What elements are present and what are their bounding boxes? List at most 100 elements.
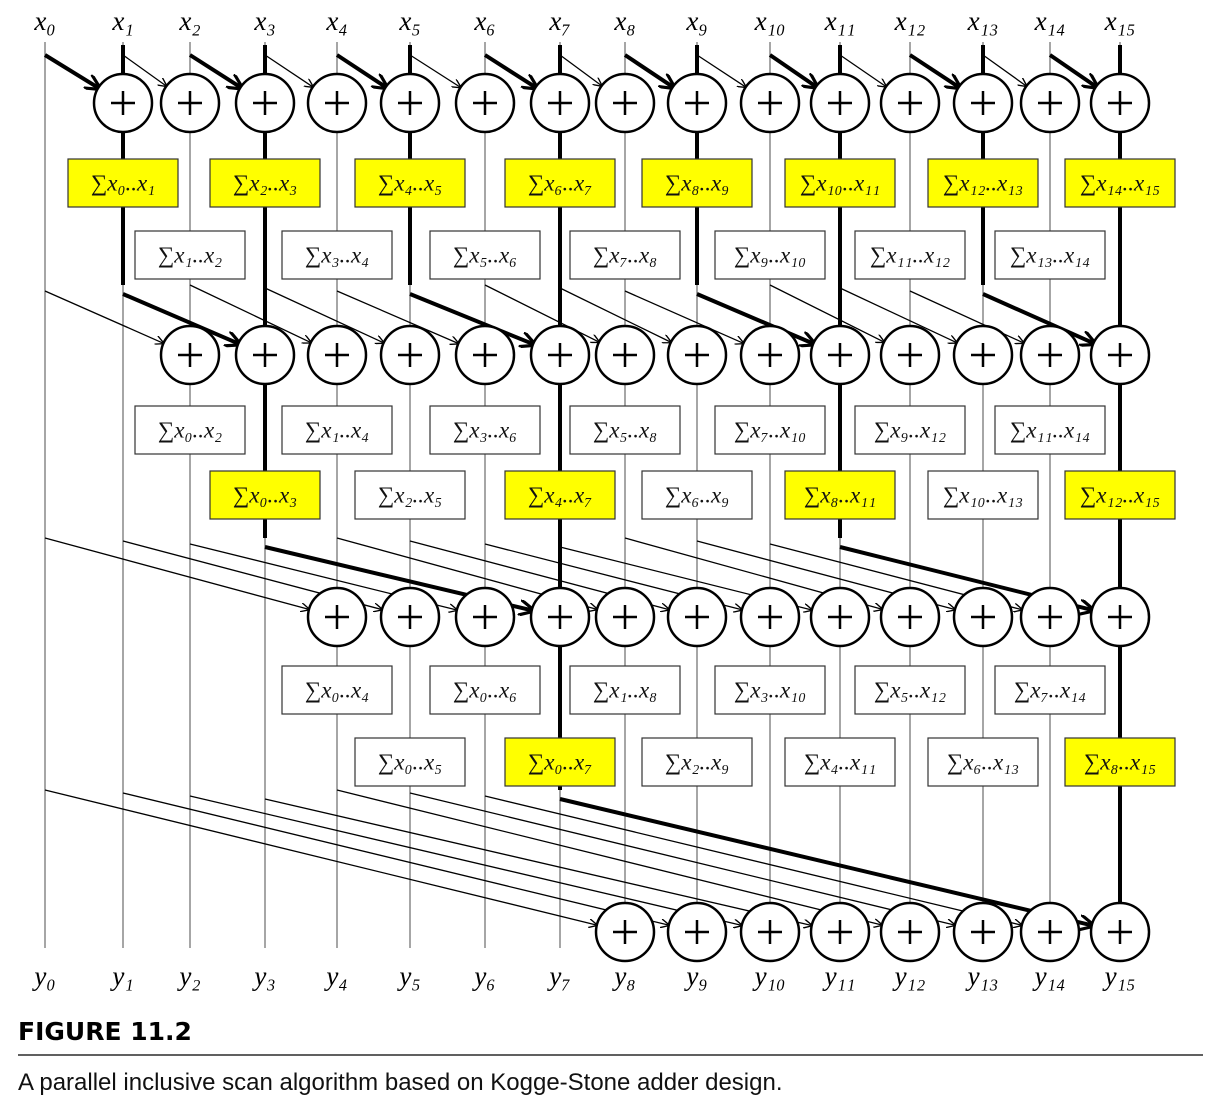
sum-box (429, 665, 541, 715)
sum-box (927, 158, 1039, 208)
sum-box (994, 665, 1106, 715)
carry-arrow (264, 798, 812, 925)
carry-arrow (122, 792, 669, 925)
carry-arrow (44, 290, 163, 343)
sum-box (354, 470, 466, 520)
carry-arrow-bold (409, 292, 533, 344)
plus-sign (325, 91, 349, 115)
sum-box (714, 230, 826, 280)
partial-sums: ∑x₀..x₁ ∑x₁..x₂ ∑x₂..x₃ ∑x₃..x₄ ∑x₄..x₅ ∑x₅..… (67, 158, 1176, 787)
sum-box (429, 230, 541, 280)
sum-label: ∑x₇..x₁₀ (734, 417, 806, 442)
sum-label: ∑x₀..x₃ (233, 482, 297, 507)
plus-sign (685, 920, 709, 944)
input-label: x₆ (473, 6, 495, 36)
sum-label: ∑x₄..x₇ (528, 482, 592, 507)
carry-arrow (839, 54, 886, 87)
plus-sign (1108, 91, 1132, 115)
carry-arrow (122, 54, 166, 86)
sum-box (504, 737, 616, 787)
carry-arrow (696, 54, 746, 87)
output-label: y₁₀ (752, 961, 786, 991)
sum-label: ∑x₆..x₇ (528, 170, 592, 195)
input-label: x₂ (178, 6, 200, 36)
plus-sign (398, 343, 422, 367)
output-label: y₁₁ (822, 961, 856, 991)
carry-arrow-bold (908, 53, 959, 87)
sum-box (1064, 470, 1176, 520)
sum-label: ∑x₀..x₂ (158, 417, 222, 442)
plus-sign (473, 343, 497, 367)
sum-box (281, 405, 393, 455)
output-label: y₉ (683, 961, 707, 991)
sum-box (714, 665, 826, 715)
plus-sign (828, 91, 852, 115)
plus-sign (828, 343, 852, 367)
plus-sign (1038, 91, 1062, 115)
carry-arrow (336, 290, 458, 343)
output-label: y₂ (176, 961, 200, 991)
sum-box (641, 158, 753, 208)
plus-sign (1038, 605, 1062, 629)
carry-arrow (409, 792, 955, 925)
sum-box (927, 737, 1039, 787)
carry-arrow (982, 54, 1026, 86)
sum-label: ∑x₀..x₄ (305, 677, 369, 702)
carry-arrow (189, 284, 311, 343)
plus-sign (898, 343, 922, 367)
carry-arrow (44, 537, 309, 609)
sum-box (354, 158, 466, 208)
sum-label: ∑x₆..x₁₃ (947, 749, 1019, 774)
sum-label: ∑x₁₀..x₁₃ (943, 482, 1023, 507)
plus-sign (325, 343, 349, 367)
sum-label: ∑x₅..x₈ (593, 417, 657, 442)
carry-arrow (44, 789, 597, 925)
carry-arrow (559, 54, 602, 86)
plus-sign (111, 91, 135, 115)
plus-sign (613, 343, 637, 367)
sum-box (927, 470, 1039, 520)
carry-arrow (484, 795, 1022, 925)
sum-box (854, 405, 966, 455)
sum-label: ∑x₂..x₉ (665, 749, 729, 774)
sum-box (854, 230, 966, 280)
sum-box (714, 405, 826, 455)
carry-arrow-bold (768, 53, 816, 87)
plus-sign (325, 605, 349, 629)
carry-arrow (769, 284, 884, 342)
sum-box (784, 737, 896, 787)
plus-sign (1108, 605, 1132, 629)
sum-label: ∑x₂..x₅ (378, 482, 442, 507)
output-label: y₄ (323, 961, 347, 991)
plus-sign (473, 605, 497, 629)
sum-label: ∑x₁..x₂ (158, 242, 222, 267)
carry-arrow-bold (559, 797, 1092, 925)
sum-label: ∑x₆..x₉ (665, 482, 729, 507)
sum-box (641, 737, 753, 787)
input-label: x₁₄ (1034, 6, 1066, 36)
carry-arrow-bold (43, 53, 98, 88)
carry-arrow (189, 795, 742, 925)
input-label: x₉ (685, 6, 707, 36)
sum-label: ∑x₀..x₆ (453, 677, 517, 702)
input-label: x₁₀ (754, 6, 786, 36)
sum-box (784, 158, 896, 208)
carry-arrow-bold (1048, 53, 1096, 87)
carry-arrow-bold (122, 292, 238, 344)
input-label: x₁₁ (824, 6, 856, 36)
input-label: x₁₅ (1104, 6, 1136, 36)
plus-sign (685, 605, 709, 629)
sum-label: ∑x₁₁..x₁₄ (1010, 417, 1090, 442)
sum-label: ∑x₁₂..x₁₃ (943, 170, 1023, 195)
plus-sign (758, 91, 782, 115)
plus-sign (971, 605, 995, 629)
sum-label: ∑x₀..x₅ (378, 749, 442, 774)
plus-sign (971, 91, 995, 115)
sum-box (994, 405, 1106, 455)
sum-box (504, 158, 616, 208)
plus-sign (898, 920, 922, 944)
sum-box (1064, 158, 1176, 208)
input-label: x₀ (33, 6, 55, 36)
sum-box (429, 405, 541, 455)
